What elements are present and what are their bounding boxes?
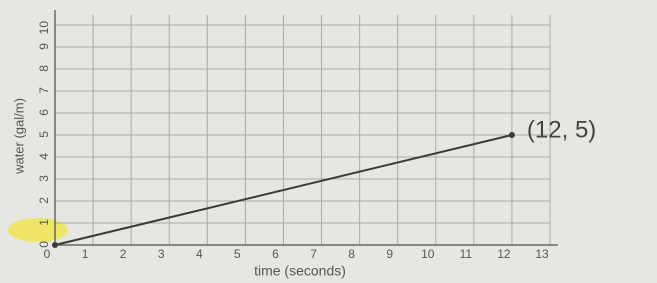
x-tick-label: 2 (120, 247, 127, 261)
y-axis-label: water (gal/m) (11, 98, 26, 175)
y-tick-label: 4 (37, 153, 51, 160)
x-tick-label: 11 (460, 247, 473, 261)
x-tick-label: 1 (82, 247, 89, 261)
x-tick-label: 4 (196, 247, 203, 261)
y-tick-label: 6 (37, 109, 51, 116)
y-tick-label: 1 (37, 219, 51, 226)
x-tick-label: 3 (158, 247, 165, 261)
x-tick-label: 6 (272, 247, 279, 261)
x-tick-label: 10 (421, 247, 435, 261)
x-tick-label: 5 (234, 247, 241, 261)
y-tick-label: 7 (37, 87, 51, 94)
y-tick-label: 5 (37, 131, 51, 138)
y-tick-label: 8 (37, 65, 51, 72)
y-tick-label: 3 (37, 175, 51, 182)
y-tick-label: 9 (37, 43, 51, 50)
y-tick-label: 0 (37, 241, 51, 248)
x-tick-label: 9 (386, 247, 393, 261)
x-tick-label: 7 (310, 247, 317, 261)
y-tick-label: 2 (37, 197, 51, 204)
x-tick-label: 13 (535, 247, 549, 261)
chart: time (seconds) water (gal/m) 01234567891… (0, 0, 657, 283)
annotation: (12, 5) (527, 116, 596, 143)
page: {"chart_data": {"type": "line", "xlabel"… (0, 0, 657, 283)
x-tick-label: 12 (497, 247, 511, 261)
data-point (509, 132, 515, 138)
data-point (52, 242, 58, 248)
x-tick-label: 8 (348, 247, 355, 261)
x-tick-label: 0 (44, 247, 51, 261)
y-tick-label: 10 (37, 21, 51, 35)
x-axis-label: time (seconds) (254, 263, 346, 279)
